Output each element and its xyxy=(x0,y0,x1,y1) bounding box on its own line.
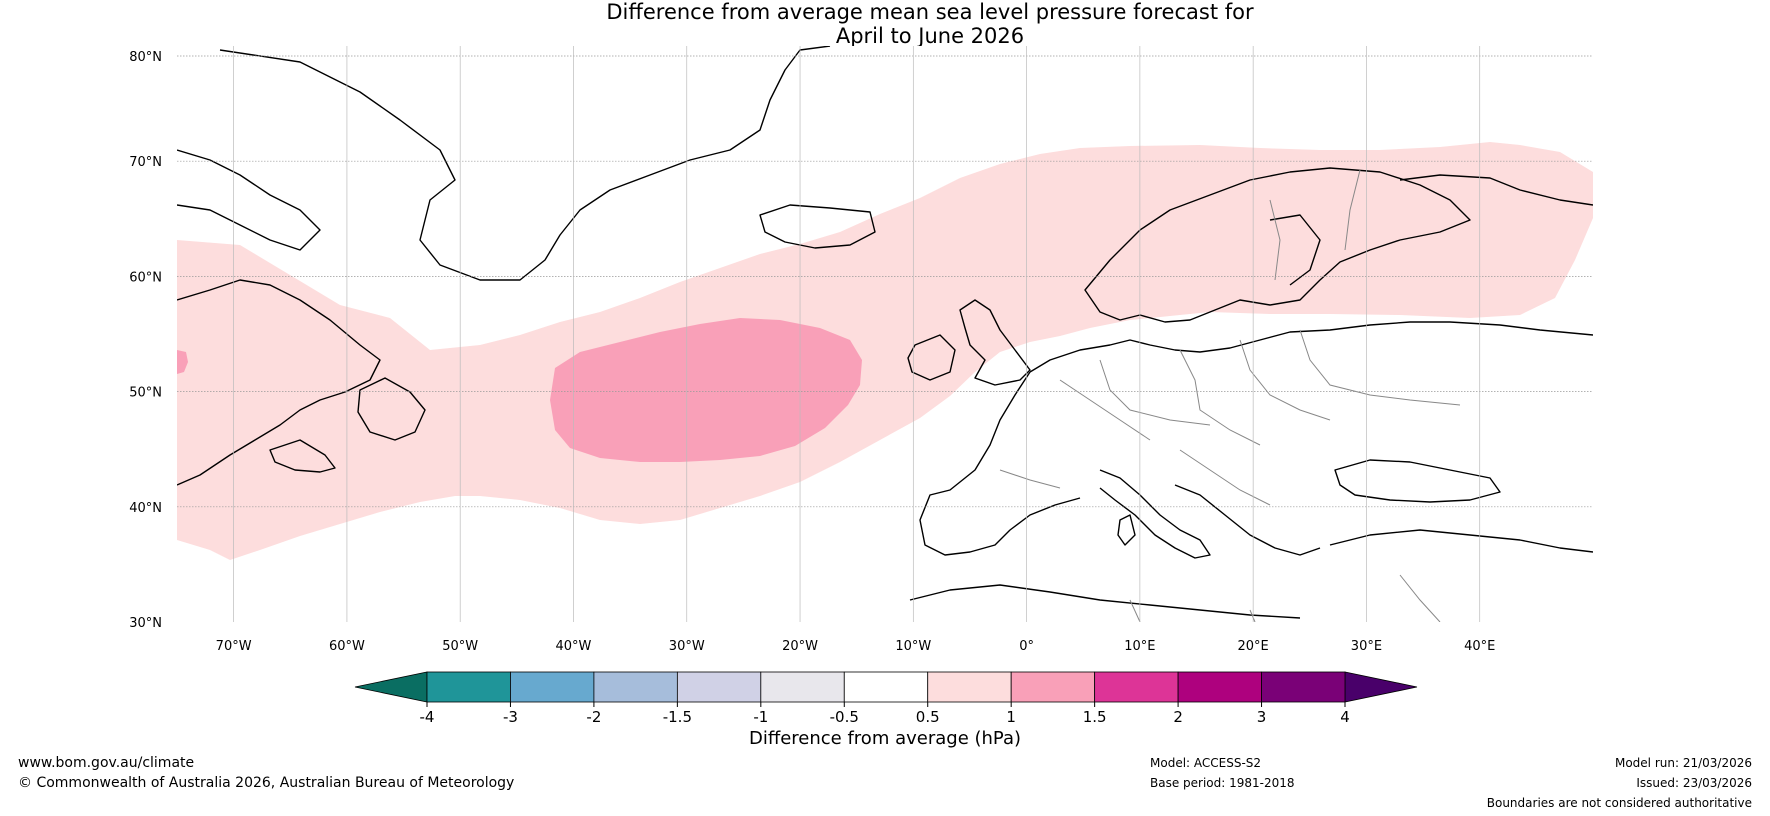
border-line xyxy=(1269,199,1281,281)
colorbar-tick-label: -1.5 xyxy=(663,708,692,726)
colorbar-tick-label: 2 xyxy=(1173,708,1183,726)
colorbar-box xyxy=(1261,671,1346,703)
colorbar-box xyxy=(676,671,762,703)
title-line-2: April to June 2026 xyxy=(835,24,1025,48)
colorbar-tick-label: -4 xyxy=(420,708,435,726)
colorbar-tick-label: 3 xyxy=(1257,708,1267,726)
lon-label: 20°E xyxy=(1238,639,1269,654)
colorbar-extend-low xyxy=(354,671,428,703)
border-line xyxy=(1099,359,1211,426)
lon-label: 10°W xyxy=(895,639,931,654)
issued-date: Issued: 23/03/2026 xyxy=(1636,776,1752,790)
france-iberia-coast xyxy=(919,371,1081,556)
colorbar-tick-label: 1 xyxy=(1006,708,1016,726)
lon-label: 40°W xyxy=(556,639,592,654)
anomaly-region-0-5-to-1 xyxy=(177,142,1593,560)
border-line xyxy=(1344,169,1361,251)
border-line xyxy=(1249,609,1256,622)
colorbar-tick-label: 0.5 xyxy=(916,708,940,726)
lat-label: 40°N xyxy=(129,501,162,516)
kola-coast xyxy=(1399,174,1593,206)
gridlines xyxy=(177,46,1593,622)
border-line xyxy=(1059,379,1151,441)
great-britain-coast xyxy=(959,299,1031,386)
border-line xyxy=(1239,339,1331,421)
latitude-labels: 80°N 70°N 60°N 50°N 40°N 30°N xyxy=(129,50,162,631)
ireland-coast xyxy=(907,334,956,381)
colorbar-box xyxy=(426,671,511,703)
lat-label: 80°N xyxy=(129,50,162,65)
boundaries-disclaimer: Boundaries are not considered authoritat… xyxy=(1486,796,1752,810)
colorbar-box xyxy=(927,671,1012,703)
baffin-coast xyxy=(177,149,321,251)
colorbar-box xyxy=(1010,671,1096,703)
lat-label: 30°N xyxy=(129,616,162,631)
sardinia-coast xyxy=(1117,514,1136,546)
map-title: Difference from average mean sea level p… xyxy=(0,0,1770,48)
colorbar-box xyxy=(760,671,845,703)
colorbar: -4 -3 -2 -1.5 -1 -0.5 0.5 1 1.5 2 3 4 xyxy=(354,671,1418,726)
model-run: Model run: 21/03/2026 xyxy=(1614,756,1752,770)
colorbar-box xyxy=(1094,671,1179,703)
base-period: Base period: 1981-2018 xyxy=(1150,776,1295,790)
colorbar-tick-label: 1.5 xyxy=(1083,708,1107,726)
north-africa-coast xyxy=(909,584,1301,619)
lon-label: 50°W xyxy=(442,639,478,654)
turkey-coast xyxy=(1329,529,1593,553)
colorbar-box xyxy=(1177,671,1262,703)
lon-label: 70°W xyxy=(216,639,252,654)
colorbar-title: Difference from average (hPa) xyxy=(748,728,1022,749)
lon-label: 60°W xyxy=(329,639,365,654)
border-line xyxy=(1129,599,1141,622)
title-line-1: Difference from average mean sea level p… xyxy=(606,0,1254,24)
model-name: Model: ACCESS-S2 xyxy=(1150,756,1262,770)
colorbar-tick-label: -3 xyxy=(503,708,518,726)
colorbar-box xyxy=(593,671,678,703)
lon-label: 30°W xyxy=(669,639,705,654)
colorbar-tick-label: -2 xyxy=(586,708,601,726)
greenland-coast xyxy=(219,46,831,281)
scandinavia-coast xyxy=(1084,167,1471,323)
europe-coast xyxy=(1029,321,1593,373)
footer-copyright: © Commonwealth of Australia 2026, Austra… xyxy=(18,775,515,791)
border-line xyxy=(1399,574,1441,622)
finland-coast xyxy=(1269,214,1321,286)
anomaly-region-1-to-1-5 xyxy=(550,318,862,462)
labrador-coast xyxy=(177,279,381,486)
coastlines xyxy=(177,46,1593,619)
lon-label: 0° xyxy=(1019,639,1034,654)
anomaly-patch-west xyxy=(177,350,188,374)
lon-label: 30°E xyxy=(1351,639,1382,654)
lat-label: 50°N xyxy=(129,386,162,401)
iceland-coast xyxy=(759,204,876,249)
national-borders xyxy=(999,169,1461,622)
black-sea-coast xyxy=(1334,459,1501,503)
border-line xyxy=(1179,449,1271,506)
colorbar-tick-label: -1 xyxy=(753,708,768,726)
border-line xyxy=(1179,349,1261,446)
colorbar-box xyxy=(510,671,595,703)
lat-label: 70°N xyxy=(129,155,162,170)
colorbar-tick-label: 4 xyxy=(1340,708,1350,726)
colorbar-box xyxy=(843,671,929,703)
balkans-coast xyxy=(1174,484,1321,556)
colorbar-tick-label: -0.5 xyxy=(830,708,859,726)
longitude-labels: 70°W 60°W 50°W 40°W 30°W 20°W 10°W 0° 10°E 20°E 30… xyxy=(216,639,1496,654)
newfoundland-coast xyxy=(357,377,426,441)
lat-label: 60°N xyxy=(129,270,162,285)
colorbar-extend-high xyxy=(1344,671,1418,703)
border-line xyxy=(1299,329,1461,406)
border-line xyxy=(999,469,1061,489)
lon-label: 40°E xyxy=(1464,639,1495,654)
lon-label: 10°E xyxy=(1124,639,1155,654)
footer-website: www.bom.gov.au/climate xyxy=(18,755,195,771)
lon-label: 20°W xyxy=(782,639,818,654)
nova-scotia-coast xyxy=(269,439,336,473)
